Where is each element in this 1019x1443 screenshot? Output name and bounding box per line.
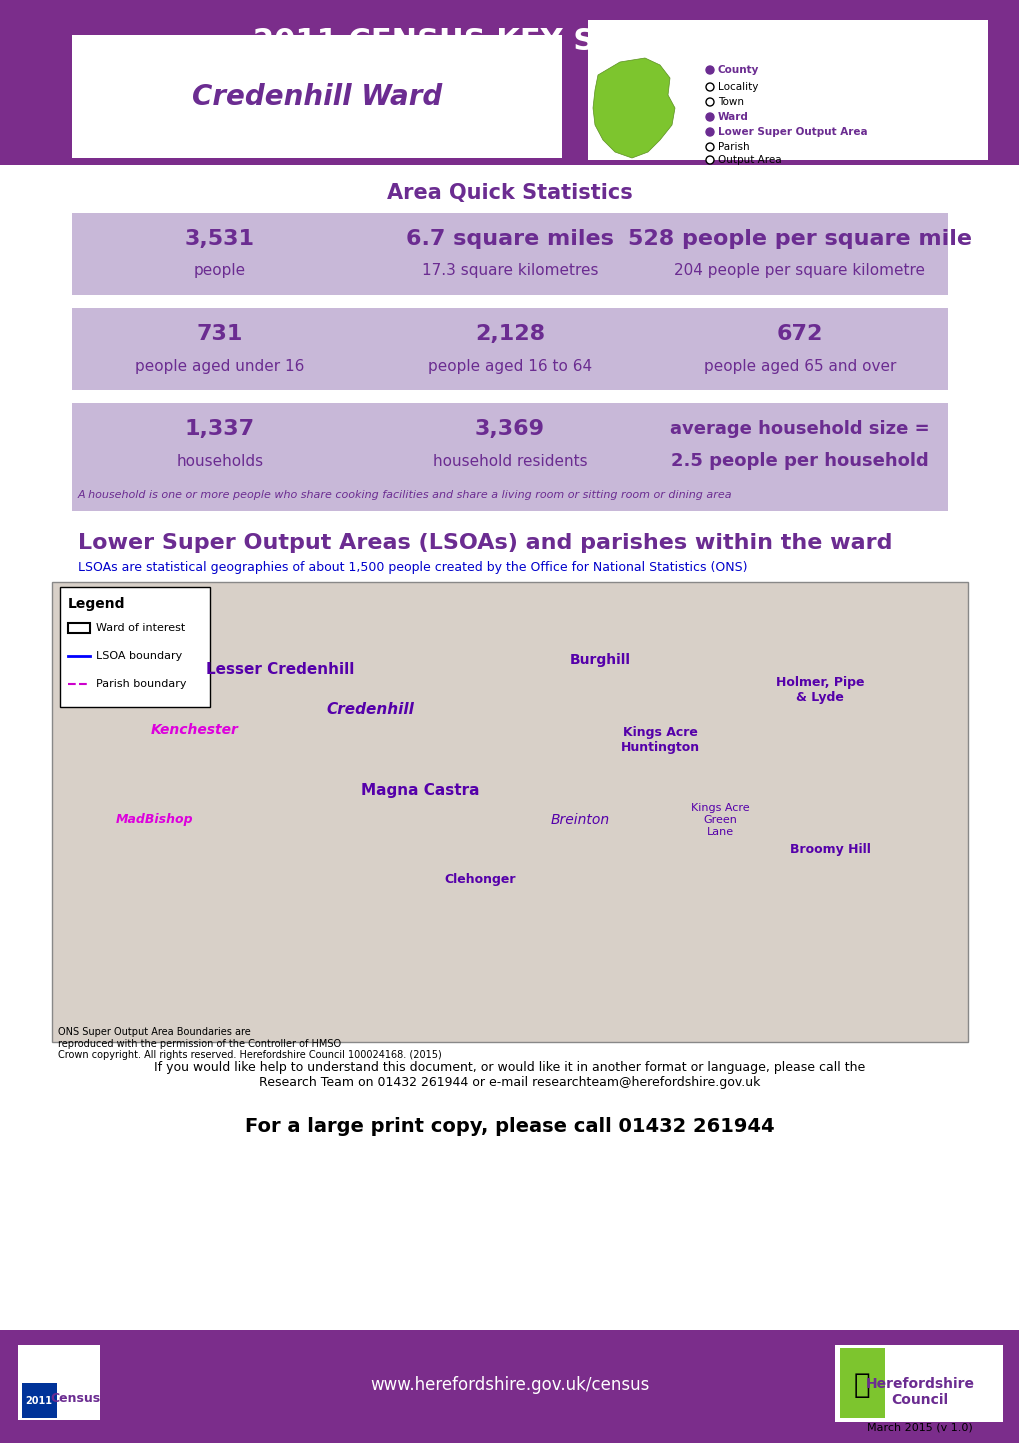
Bar	[72, 307, 947, 390]
Bar	[72, 35, 561, 157]
Bar	[0, 1330, 1019, 1443]
Text: 2011 CENSUS KEY STATISTICS: 2011 CENSUS KEY STATISTICS	[253, 27, 766, 56]
Text: Parish: Parish	[717, 141, 749, 152]
Polygon shape	[592, 58, 675, 157]
Text: 2.5 people per household: 2.5 people per household	[671, 452, 928, 470]
Text: people: people	[194, 264, 246, 278]
Text: 3,531: 3,531	[184, 229, 255, 250]
Text: 3,369: 3,369	[475, 418, 544, 439]
Text: Town: Town	[717, 97, 743, 107]
Circle shape	[705, 143, 713, 152]
Text: Herefordshire
Council: Herefordshire Council	[865, 1377, 973, 1407]
Text: Credenhill: Credenhill	[326, 703, 414, 717]
Text: Parish boundary: Parish boundary	[96, 680, 186, 688]
Text: MadBishop: MadBishop	[116, 814, 194, 827]
Text: 1,337: 1,337	[184, 418, 255, 439]
Text: people aged 65 and over: people aged 65 and over	[703, 358, 896, 374]
Bar	[0, 0, 1019, 165]
Text: 528 people per square mile: 528 people per square mile	[628, 229, 971, 250]
Text: Area Quick Statistics: Area Quick Statistics	[387, 183, 632, 203]
Bar	[68, 623, 90, 633]
Text: County: County	[717, 65, 758, 75]
Text: Magna Castra: Magna Castra	[361, 782, 479, 798]
Circle shape	[705, 66, 713, 74]
Text: 204 people per square kilometre: 204 people per square kilometre	[674, 264, 924, 278]
Bar	[587, 20, 987, 160]
Text: Ward of interest: Ward of interest	[96, 623, 185, 633]
Text: Breinton: Breinton	[550, 812, 609, 827]
Text: Locality: Locality	[717, 82, 758, 92]
Text: Clehonger: Clehonger	[444, 873, 516, 886]
Text: Kings Acre
Huntington: Kings Acre Huntington	[620, 726, 699, 755]
Bar	[18, 1345, 100, 1420]
Bar	[840, 1348, 884, 1418]
Text: Lower Super Output Area: Lower Super Output Area	[717, 127, 867, 137]
Text: 2011: 2011	[25, 1395, 52, 1405]
Text: Burghill: Burghill	[569, 654, 630, 667]
Text: Census: Census	[50, 1391, 100, 1404]
Text: 731: 731	[197, 325, 243, 343]
Bar	[72, 403, 947, 511]
Text: people aged under 16: people aged under 16	[136, 358, 305, 374]
Text: Broomy Hill: Broomy Hill	[789, 844, 869, 857]
Text: LSOAs are statistical geographies of about 1,500 people created by the Office fo: LSOAs are statistical geographies of abo…	[77, 561, 747, 574]
Bar	[52, 582, 967, 1042]
Text: Lesser Credenhill: Lesser Credenhill	[206, 662, 354, 678]
Text: 🍏: 🍏	[853, 1371, 869, 1400]
Text: For a large print copy, please call 01432 261944: For a large print copy, please call 0143…	[245, 1117, 774, 1137]
Text: Lower Super Output Areas (LSOAs) and parishes within the ward: Lower Super Output Areas (LSOAs) and par…	[77, 532, 892, 553]
Text: A household is one or more people who share cooking facilities and share a livin: A household is one or more people who sh…	[77, 491, 732, 501]
Bar	[52, 582, 967, 1042]
Text: people aged 16 to 64: people aged 16 to 64	[428, 358, 591, 374]
Circle shape	[705, 84, 713, 91]
Text: 17.3 square kilometres: 17.3 square kilometres	[421, 264, 598, 278]
Text: Legend: Legend	[68, 597, 125, 610]
Circle shape	[705, 113, 713, 121]
Circle shape	[705, 98, 713, 105]
Text: LSOA boundary: LSOA boundary	[96, 651, 182, 661]
Bar	[835, 1345, 1002, 1421]
Text: Ward: Ward	[717, 113, 748, 123]
Text: 6.7 square miles: 6.7 square miles	[406, 229, 613, 250]
Text: 672: 672	[776, 325, 822, 343]
Bar	[72, 214, 947, 294]
Text: If you would like help to understand this document, or would like it in another : If you would like help to understand thi…	[154, 1061, 865, 1089]
Text: Kenchester: Kenchester	[151, 723, 238, 737]
Bar	[60, 587, 210, 707]
Text: household residents: household residents	[432, 453, 587, 469]
Text: ONS Super Output Area Boundaries are
reproduced with the permission of the Contr: ONS Super Output Area Boundaries are rep…	[58, 1027, 441, 1061]
Text: households: households	[176, 453, 263, 469]
Text: Output Area: Output Area	[717, 154, 781, 165]
Text: March 2015 (v 1.0): March 2015 (v 1.0)	[866, 1423, 972, 1433]
Text: Kings Acre
Green
Lane: Kings Acre Green Lane	[690, 804, 749, 837]
Text: average household size =: average household size =	[669, 420, 929, 439]
Text: 2,128: 2,128	[475, 325, 544, 343]
Text: Credenhill Ward: Credenhill Ward	[192, 84, 441, 111]
Text: www.herefordshire.gov.uk/census: www.herefordshire.gov.uk/census	[370, 1377, 649, 1394]
Bar	[22, 1382, 57, 1418]
Text: Holmer, Pipe
& Lyde: Holmer, Pipe & Lyde	[775, 675, 863, 704]
Circle shape	[705, 156, 713, 165]
Circle shape	[705, 128, 713, 136]
